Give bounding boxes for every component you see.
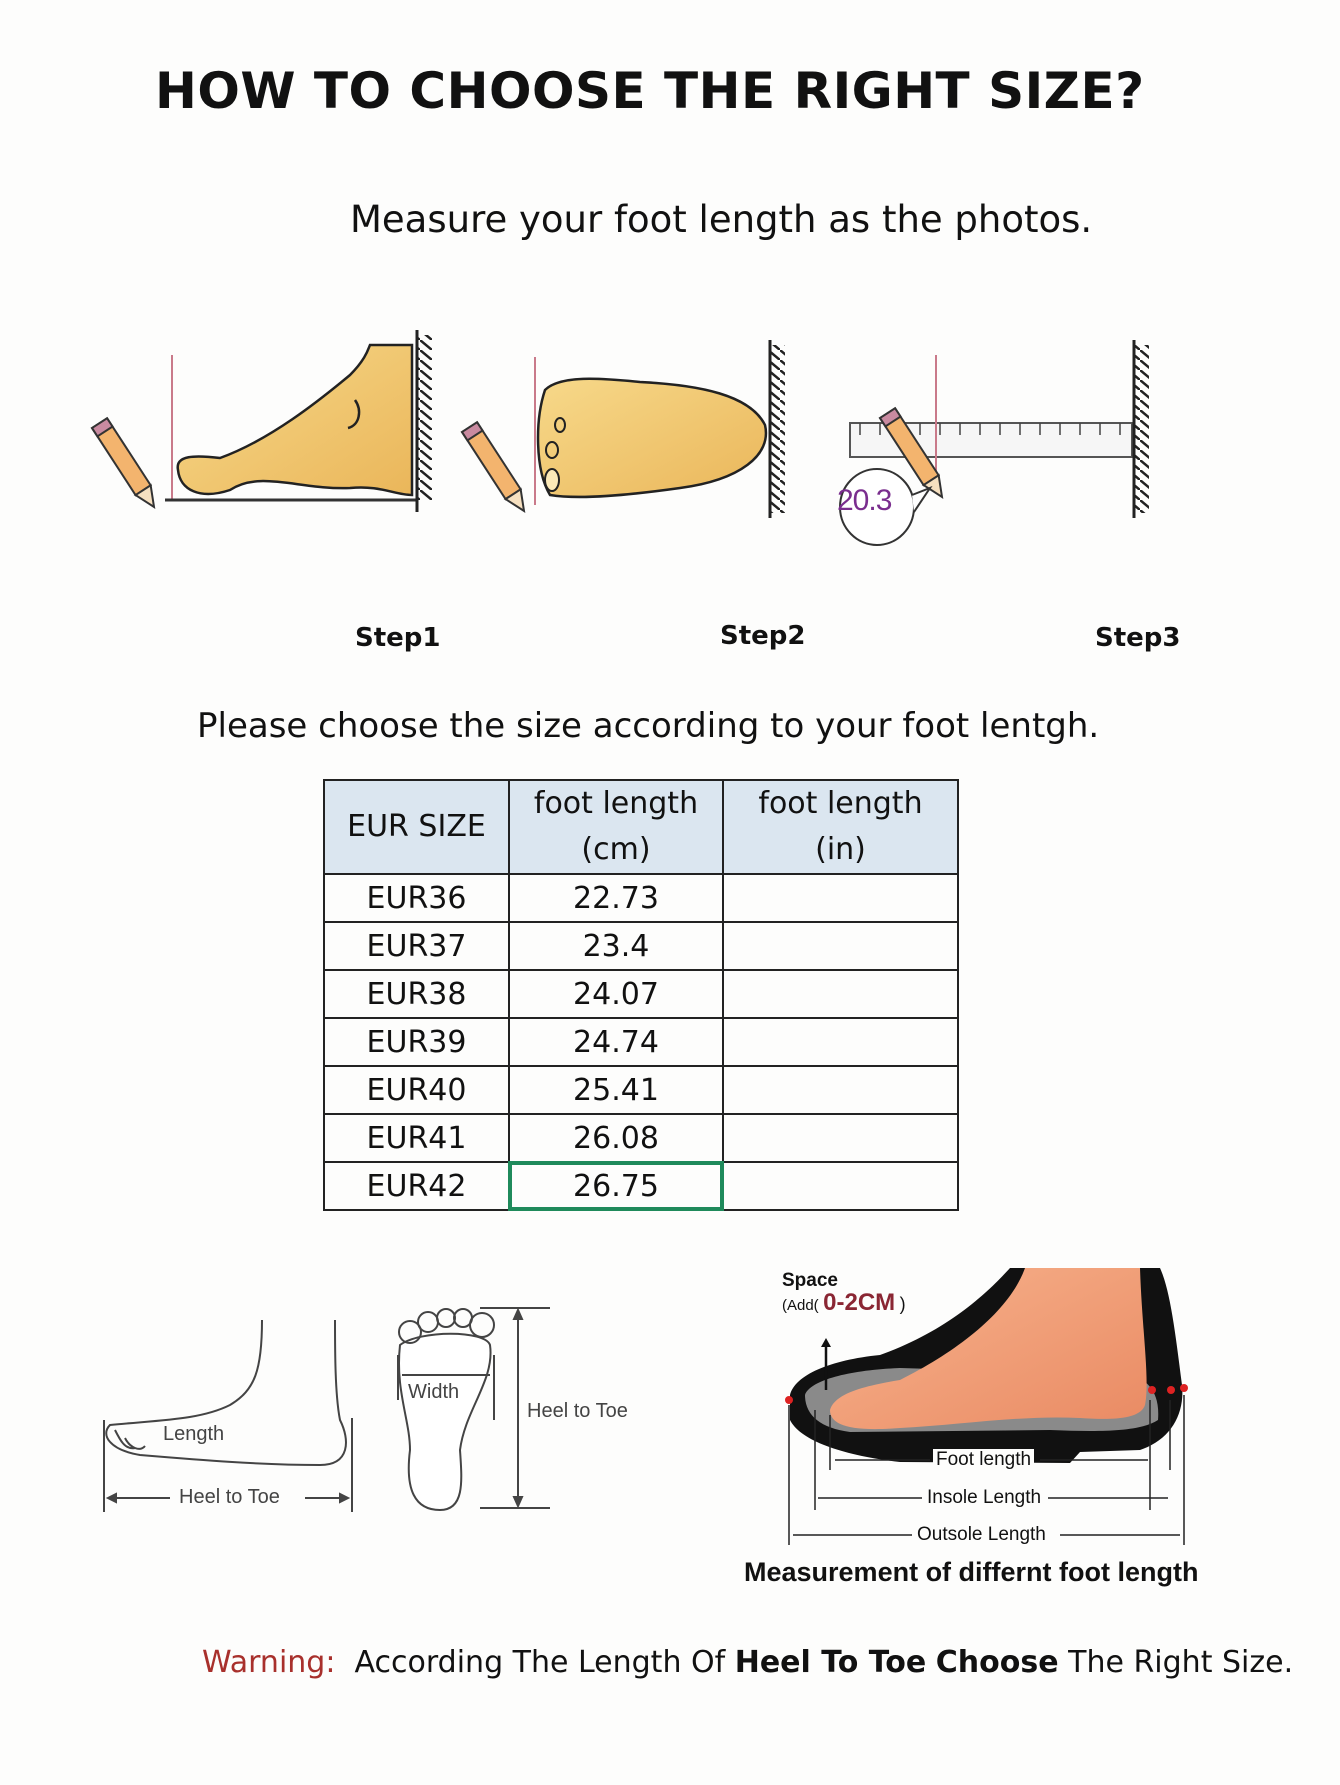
step2-illustration [460, 340, 785, 518]
size-cell: EUR36 [323, 873, 510, 923]
size-cell: EUR40 [323, 1065, 510, 1115]
width-label: Width [408, 1381, 460, 1403]
size-cell: EUR37 [323, 921, 510, 971]
side-foot-diagram [103, 1319, 353, 1512]
cm-cell: 23.4 [508, 921, 724, 971]
step3-reading: 20.3 [837, 484, 892, 517]
size-cell: EUR38 [323, 969, 510, 1019]
measurement-caption: Measurement of differnt foot length [744, 1557, 1199, 1587]
size-table: EUR SIZE foot length (cm) foot length (in)… [323, 779, 959, 1211]
step1-illustration [90, 330, 432, 512]
warning-text: Warning: According The Length Of Heel To… [202, 1645, 1294, 1680]
in-cell [722, 1161, 959, 1211]
pencil-icon [90, 416, 156, 510]
table-header-row: EUR SIZE foot length (cm) foot length (in) [323, 779, 959, 875]
table-row: EUR37 23.4 [323, 921, 959, 971]
heel-to-toe-label: Heel to Toe [179, 1486, 280, 1508]
foot-length-label: Foot length [933, 1449, 1035, 1471]
outsole-length-label: Outsole Length [914, 1524, 1049, 1546]
cm-cell: 26.08 [508, 1113, 724, 1163]
table-row: EUR42 26.75 [323, 1161, 959, 1211]
subtitle: Measure your foot length as the photos. [350, 198, 1093, 241]
pencil-icon [460, 420, 526, 514]
size-cell: EUR42 [323, 1161, 510, 1211]
in-cell [722, 1017, 959, 1067]
add-space-label: (Add( 0-2CM ) [782, 1289, 906, 1316]
length-label: Length [163, 1423, 225, 1445]
cm-cell: 25.41 [508, 1065, 724, 1115]
table-row: EUR38 24.07 [323, 969, 959, 1019]
table-row: EUR40 25.41 [323, 1065, 959, 1115]
header-foot-length-cm: foot length (cm) [508, 779, 724, 875]
step2-label: Step2 [720, 621, 806, 651]
cm-cell: 22.73 [508, 873, 724, 923]
table-row: EUR41 26.08 [323, 1113, 959, 1163]
space-label: Space [782, 1270, 838, 1291]
in-cell [722, 969, 959, 1019]
insole-length-label: Insole Length [924, 1487, 1045, 1509]
in-cell [722, 1065, 959, 1115]
header-eur-size: EUR SIZE [323, 779, 510, 875]
step3-illustration [839, 340, 1149, 546]
cm-cell-selected[interactable]: 26.75 [508, 1161, 724, 1211]
step3-label: Step3 [1095, 623, 1181, 653]
table-row: EUR39 24.74 [323, 1017, 959, 1067]
step1-label: Step1 [355, 623, 441, 653]
size-cell: EUR41 [323, 1113, 510, 1163]
sole-diagram [397, 1307, 550, 1512]
table-row: EUR36 22.73 [323, 873, 959, 923]
in-cell [722, 921, 959, 971]
choose-size-instruction: Please choose the size according to your… [197, 706, 1100, 746]
header-foot-length-in: foot length (in) [722, 779, 959, 875]
in-cell [722, 1113, 959, 1163]
sole-heel-to-toe-label: Heel to Toe [527, 1400, 628, 1422]
cm-cell: 24.07 [508, 969, 724, 1019]
warning-label: Warning: [202, 1645, 336, 1680]
in-cell [722, 873, 959, 923]
page-title: HOW TO CHOOSE THE RIGHT SIZE? [155, 62, 1145, 120]
shoe-diagram [785, 1268, 1188, 1545]
pencil-icon [878, 406, 944, 500]
size-cell: EUR39 [323, 1017, 510, 1067]
cm-cell: 24.74 [508, 1017, 724, 1067]
